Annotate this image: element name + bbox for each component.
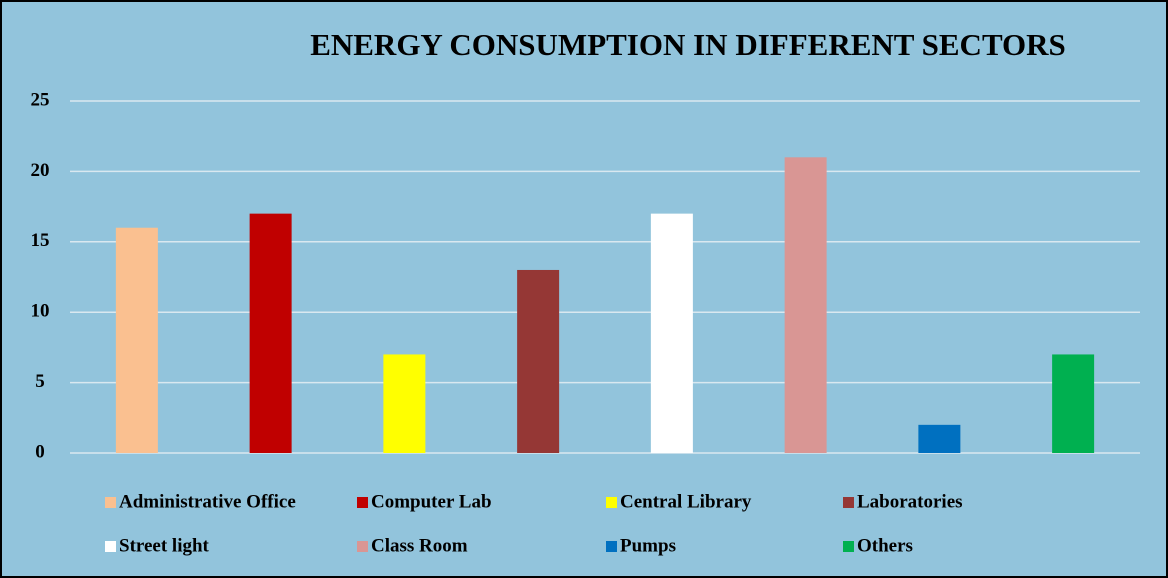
bar xyxy=(784,157,827,453)
bar xyxy=(115,227,158,453)
legend-swatch xyxy=(843,541,854,552)
legend-label: Others xyxy=(857,535,913,556)
legend-label: Administrative Office xyxy=(119,491,296,512)
legend-swatch xyxy=(105,541,116,552)
legend-label: Central Library xyxy=(620,491,752,512)
bar xyxy=(249,213,292,453)
bar xyxy=(650,213,693,453)
legend-swatch xyxy=(606,541,617,552)
bar xyxy=(517,269,560,453)
legend-label: Computer Lab xyxy=(371,491,492,512)
bar xyxy=(1052,354,1095,453)
y-tick-label: 5 xyxy=(35,371,45,392)
bar xyxy=(383,354,426,453)
y-tick-label: 15 xyxy=(31,230,50,251)
legend-label: Street light xyxy=(119,535,210,556)
legend-label: Pumps xyxy=(620,535,676,556)
y-tick-label: 10 xyxy=(31,301,50,322)
chart-title: ENERGY CONSUMPTION IN DIFFERENT SECTORS xyxy=(310,27,1066,62)
legend-swatch xyxy=(357,497,368,508)
legend-swatch xyxy=(843,497,854,508)
y-tick-label: 0 xyxy=(35,441,45,462)
legend-label: Class Room xyxy=(371,535,468,556)
legend-label: Laboratories xyxy=(857,491,963,512)
legend-swatch xyxy=(105,497,116,508)
bar xyxy=(918,424,961,453)
y-tick-label: 25 xyxy=(31,89,50,110)
y-tick-label: 20 xyxy=(31,160,50,181)
legend-swatch xyxy=(357,541,368,552)
legend-swatch xyxy=(606,497,617,508)
